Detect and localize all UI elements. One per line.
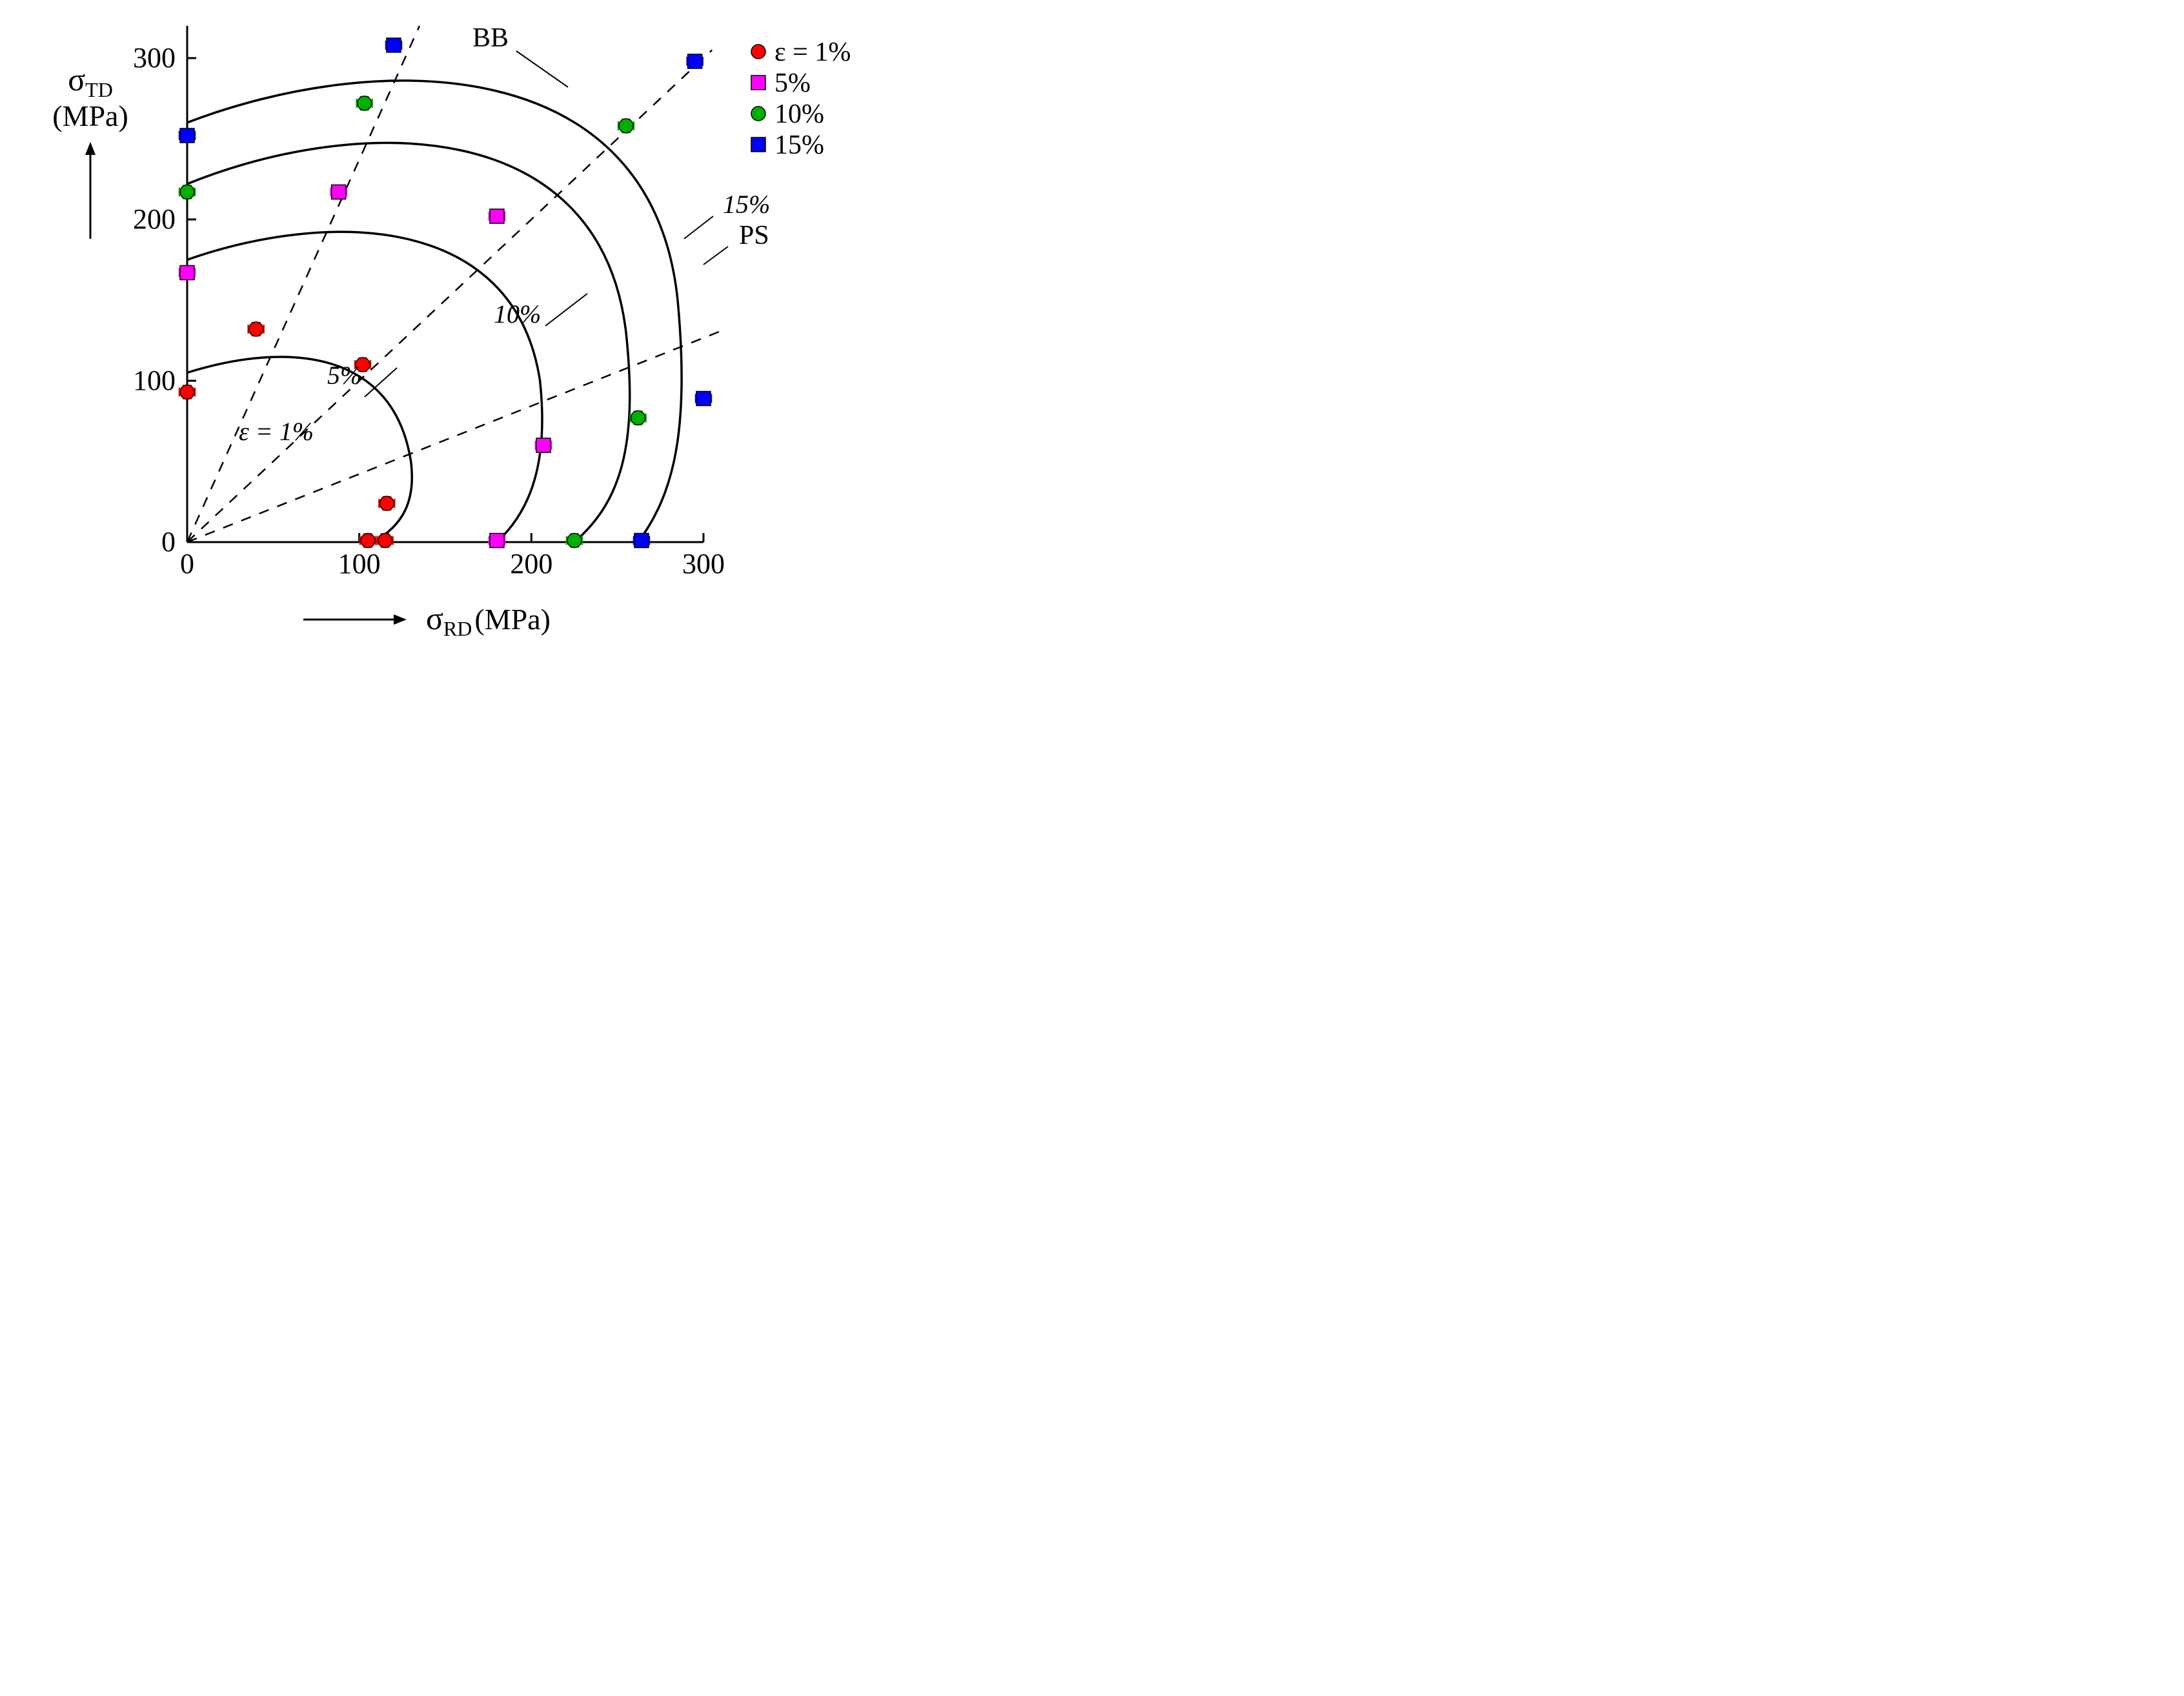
data-point-5-2 (489, 209, 505, 223)
annot-p5: 5% (327, 361, 361, 390)
data-point-1-4 (360, 534, 376, 548)
data-point-5-4 (489, 534, 505, 548)
data-point-1-3 (379, 496, 394, 510)
annot-ps-right: PS (739, 221, 769, 250)
legend-label-5: 5% (774, 68, 811, 98)
leader-line (516, 51, 568, 87)
data-point-1-5 (378, 534, 393, 548)
data-point-5-1 (331, 185, 347, 199)
annot-bb: BB (472, 26, 509, 53)
leader-line (703, 247, 728, 265)
legend-label-10: 10% (774, 99, 824, 129)
x-tick-label: 200 (510, 548, 552, 580)
data-point-1-0 (179, 385, 195, 399)
legend-label-15: 15% (774, 130, 824, 160)
y-axis-label-sigma: σTD (68, 61, 113, 101)
data-point-5-0 (179, 266, 195, 280)
leader-line (545, 294, 587, 326)
chart-canvas: 01002003000100200300PSBBPSε = 1%5%10%15%… (26, 26, 865, 671)
data-point-15-4 (634, 534, 649, 548)
legend-marker-10 (751, 106, 765, 121)
x-tick-label: 0 (180, 548, 194, 580)
x-tick-label: 300 (682, 548, 725, 580)
data-point-15-0 (179, 128, 195, 143)
data-point-10-4 (567, 534, 582, 548)
annot-eps1: ε = 1% (239, 417, 314, 446)
legend-marker-1 (751, 45, 765, 59)
yield-curve-10 (187, 143, 630, 542)
y-tick-label: 0 (161, 526, 176, 558)
data-point-10-2 (618, 119, 634, 133)
stress-path-lines (187, 26, 738, 542)
y-axis-arrow-head (85, 142, 96, 155)
y-axis-label-unit: (MPa) (52, 99, 128, 132)
x-axis-label: σRD(MPa) (426, 600, 551, 640)
annot-p15: 15% (723, 190, 770, 219)
data-point-15-1 (386, 38, 401, 52)
dashed-ray (187, 26, 420, 542)
data-point-1-1 (248, 322, 264, 336)
x-tick-label: 100 (338, 548, 381, 580)
legend-label-1: ε = 1% (774, 37, 851, 67)
leader-line (684, 216, 713, 239)
data-point-10-3 (631, 411, 646, 425)
data-point-10-0 (179, 185, 195, 199)
legend-marker-15 (751, 137, 765, 152)
x-axis-arrow-head (394, 614, 407, 625)
legend-marker-5 (751, 76, 765, 90)
y-tick-label: 100 (133, 365, 176, 396)
y-tick-label: 200 (133, 203, 176, 235)
y-tick-label: 300 (133, 42, 176, 74)
annot-p10: 10% (494, 299, 541, 328)
yield-curve-5 (187, 232, 542, 542)
data-point-15-3 (696, 392, 711, 406)
data-point-5-3 (536, 438, 551, 452)
yield-locus-chart: 01002003000100200300PSBBPSε = 1%5%10%15%… (26, 26, 865, 671)
data-point-15-2 (687, 54, 703, 68)
data-point-10-1 (357, 96, 372, 110)
